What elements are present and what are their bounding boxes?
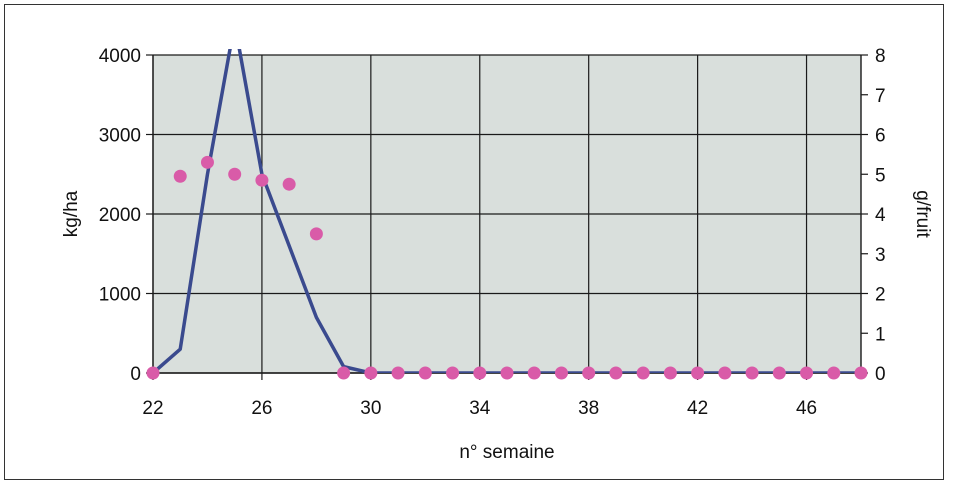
g-fruit-point xyxy=(473,366,487,380)
y2-tick-label: 7 xyxy=(875,86,886,107)
g-fruit-point xyxy=(337,366,351,380)
g-fruit-point xyxy=(309,227,323,241)
y-tick-label: 1000 xyxy=(99,285,141,306)
x-tick-label: 30 xyxy=(360,398,381,419)
series-layer xyxy=(153,49,861,373)
y-axis-title: kg/ha xyxy=(61,190,82,237)
y2-tick-label: 1 xyxy=(875,324,886,345)
y-tick-label: 3000 xyxy=(99,126,141,147)
chart-frame: 0 1000 2000 3000 4000 22 26 30 34 38 42 46 0 1 2 3 4 5 6 7 8… xyxy=(4,4,944,480)
y-tick-label: 4000 xyxy=(99,46,141,67)
y2-tick-label: 6 xyxy=(875,126,886,147)
x-tick-label: 42 xyxy=(687,398,708,419)
y2-tick-label: 2 xyxy=(875,285,886,306)
x-tick-label: 22 xyxy=(142,398,163,419)
y2-tick-label: 5 xyxy=(875,165,886,186)
g-fruit-point xyxy=(854,366,868,380)
g-fruit-point xyxy=(173,169,187,183)
g-fruit-point xyxy=(554,366,568,380)
y-tick-label: 2000 xyxy=(99,205,141,226)
g-fruit-point xyxy=(609,366,623,380)
x-tick-label: 46 xyxy=(796,398,817,419)
g-fruit-point xyxy=(255,173,269,187)
kg-ha-line xyxy=(153,49,861,373)
g-fruit-point xyxy=(691,366,705,380)
g-fruit-point xyxy=(718,366,732,380)
y-tick-label: 0 xyxy=(130,364,141,385)
g-fruit-point xyxy=(364,366,378,380)
g-fruit-point xyxy=(800,366,814,380)
y2-tick-label: 8 xyxy=(875,46,886,67)
x-axis-title: n° semaine xyxy=(459,442,554,463)
g-fruit-point xyxy=(446,366,460,380)
points-layer xyxy=(146,155,868,380)
y2-tick-label: 3 xyxy=(875,245,886,266)
x-tick-label: 26 xyxy=(251,398,272,419)
y2-tick-label: 4 xyxy=(875,205,886,226)
g-fruit-point xyxy=(772,366,786,380)
g-fruit-point xyxy=(228,167,242,181)
g-fruit-point xyxy=(827,366,841,380)
x-tick-label: 38 xyxy=(578,398,599,419)
g-fruit-point xyxy=(745,366,759,380)
y2-tick-label: 0 xyxy=(875,364,886,385)
g-fruit-point xyxy=(636,366,650,380)
g-fruit-point xyxy=(527,366,541,380)
gridlines xyxy=(152,54,861,374)
g-fruit-point xyxy=(500,366,514,380)
y2-axis-title: g/fruit xyxy=(912,190,933,238)
g-fruit-point xyxy=(582,366,596,380)
g-fruit-point xyxy=(418,366,432,380)
x-tick-label: 34 xyxy=(469,398,491,419)
g-fruit-point xyxy=(200,155,214,169)
g-fruit-point xyxy=(282,177,296,191)
g-fruit-point xyxy=(663,366,677,380)
g-fruit-point xyxy=(146,366,160,380)
g-fruit-point xyxy=(391,366,405,380)
